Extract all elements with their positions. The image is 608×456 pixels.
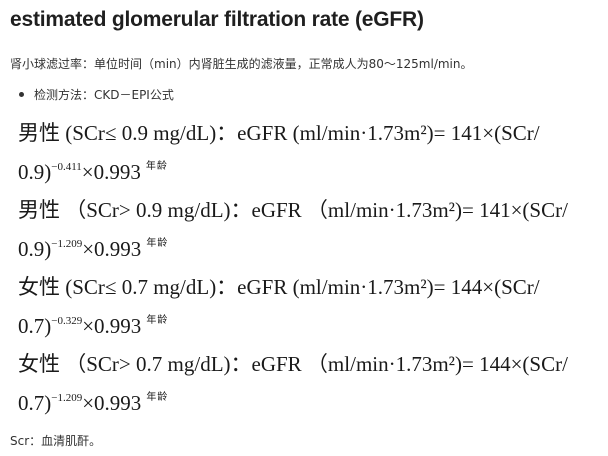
formula-age: 年龄 — [145, 160, 168, 172]
formula-tail: ×0.993 — [82, 236, 142, 261]
formula-line-exponent: 0.9)−1.209×0.993 年龄 — [18, 230, 598, 269]
formula-tail: ×0.993 — [81, 159, 141, 184]
intro-text: 肾小球滤过率：单位时间（min）内肾脏生成的滤液量，正常成人为80～125ml/… — [10, 57, 473, 71]
formula-line-exponent: 0.7)−0.329×0.993 年龄 — [18, 307, 598, 346]
formula-line: 女性 (SCr≤ 0.7 mg/dL)：eGFR (ml/min·1.73m²)… — [18, 275, 540, 299]
formula-base: 0.9) — [18, 236, 52, 261]
formula-tail: ×0.993 — [82, 313, 142, 338]
method-list-item: 检测方法：CKD－EPI公式 — [19, 86, 174, 103]
formula-exponent: −0.329 — [51, 314, 83, 327]
formula-age: 年龄 — [146, 237, 169, 249]
footnote: Scr：血清肌酐。 — [10, 434, 102, 448]
formula-exponent: −1.209 — [51, 237, 83, 250]
bullet-dot-icon — [19, 92, 24, 97]
formula-base: 0.7) — [18, 390, 52, 415]
formula-line-exponent: 0.7)−1.209×0.993 年龄 — [18, 384, 598, 423]
formula-base: 0.9) — [18, 159, 52, 184]
formula-exponent: −1.209 — [51, 391, 83, 404]
formula-age: 年龄 — [146, 314, 169, 326]
formula-line: 男性 （SCr> 0.9 mg/dL)：eGFR （ml/min·1.73m²)… — [18, 198, 568, 222]
formula-base: 0.7) — [18, 313, 52, 338]
formula-tail: ×0.993 — [82, 390, 142, 415]
formula-line: 男性 (SCr≤ 0.9 mg/dL)：eGFR (ml/min·1.73m²)… — [18, 121, 540, 145]
formula-exponent: −0.411 — [51, 160, 82, 173]
formula-age: 年龄 — [146, 391, 169, 403]
method-text: 检测方法：CKD－EPI公式 — [34, 88, 174, 102]
formula-image: 男性 (SCr≤ 0.9 mg/dL)：eGFR (ml/min·1.73m²)… — [18, 114, 598, 422]
page-title: estimated glomerular filtration rate (eG… — [10, 8, 424, 31]
formula-line-exponent: 0.9)−0.411×0.993 年龄 — [18, 153, 598, 192]
formula-line: 女性 （SCr> 0.7 mg/dL)：eGFR （ml/min·1.73m²)… — [18, 352, 568, 376]
